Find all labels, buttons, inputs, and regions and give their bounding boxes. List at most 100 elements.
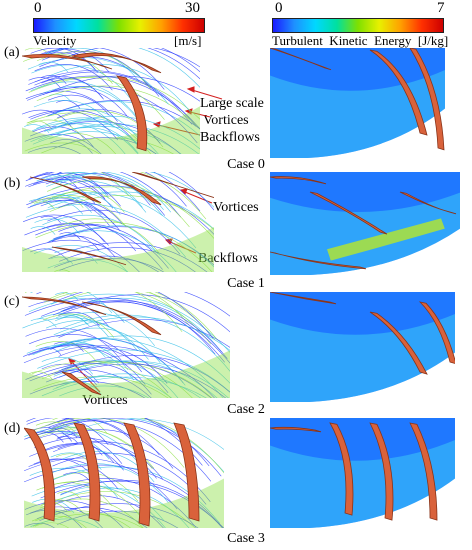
streamline xyxy=(59,172,214,211)
streamline xyxy=(29,381,146,398)
streamline xyxy=(24,500,124,528)
streamline xyxy=(28,371,53,380)
streamline xyxy=(30,292,113,314)
streamline xyxy=(32,338,224,398)
streamline xyxy=(37,194,92,213)
tke-mid-region xyxy=(270,440,455,528)
streamline xyxy=(29,192,197,249)
streamline xyxy=(34,71,193,125)
impeller-blade xyxy=(173,422,200,522)
streamline xyxy=(41,362,213,398)
streamline xyxy=(50,463,169,504)
impeller-blade xyxy=(131,172,214,199)
streamline xyxy=(36,117,159,154)
streamline xyxy=(47,226,214,266)
streamline xyxy=(23,345,215,398)
streamline xyxy=(28,199,53,208)
streamline xyxy=(56,218,160,254)
streamline xyxy=(31,361,171,398)
streamline xyxy=(30,109,140,147)
annotation-backflows-a: Backflows xyxy=(200,130,260,145)
streamline xyxy=(59,355,230,393)
panel-label-b: (b) xyxy=(4,176,21,191)
streamline xyxy=(28,110,119,141)
streamline xyxy=(28,345,146,385)
streamline xyxy=(28,299,110,328)
streamline xyxy=(39,503,199,528)
streamline xyxy=(40,215,61,224)
streamline xyxy=(30,48,96,70)
impeller-blade xyxy=(369,422,394,521)
velocity-field-case-1 xyxy=(22,172,214,272)
streamline xyxy=(56,172,187,207)
streamline xyxy=(22,109,72,127)
streamline xyxy=(47,179,190,228)
backflow-region xyxy=(22,106,200,154)
streamline xyxy=(56,100,81,109)
streamline xyxy=(47,94,110,116)
streamline xyxy=(36,292,214,339)
case-label-3: Case 3 xyxy=(227,531,265,546)
streamline xyxy=(43,313,115,338)
tke-field-case-3 xyxy=(270,418,455,528)
streamline xyxy=(24,522,55,528)
streamline xyxy=(25,178,114,209)
impeller-blade xyxy=(270,251,367,270)
annotation-vortices-a: Vortices xyxy=(203,113,249,128)
streamline xyxy=(54,312,156,346)
streamline xyxy=(47,259,128,272)
tke-high-region xyxy=(327,218,445,261)
streamline xyxy=(44,418,160,456)
impeller-blade xyxy=(418,301,455,364)
streamline xyxy=(62,292,190,326)
annotation-backflows-b: Backflows xyxy=(198,251,258,266)
streamline xyxy=(34,218,80,234)
streamline xyxy=(54,110,164,148)
streamline xyxy=(48,101,200,137)
streamline xyxy=(35,515,87,528)
streamline xyxy=(46,363,226,398)
impeller-blade xyxy=(369,49,428,136)
streamline xyxy=(28,458,119,490)
streamline xyxy=(61,487,190,528)
streamline xyxy=(30,126,182,154)
streamline xyxy=(33,100,114,128)
streamline xyxy=(36,85,200,130)
streamline xyxy=(33,375,169,398)
streamline xyxy=(63,472,91,482)
streamline xyxy=(57,491,82,500)
streamline xyxy=(29,334,142,373)
streamline xyxy=(58,202,123,224)
streamline xyxy=(30,506,103,528)
streamline xyxy=(56,429,174,469)
streamline xyxy=(50,75,200,102)
streamline xyxy=(25,90,118,122)
streamline xyxy=(54,269,71,272)
streamline xyxy=(44,201,84,215)
tke-mid-region xyxy=(270,192,460,275)
streamline xyxy=(39,56,160,97)
streamline xyxy=(37,433,103,456)
panel-label-c: (c) xyxy=(4,294,20,309)
streamline xyxy=(42,48,200,80)
backflow-region xyxy=(22,350,230,398)
streamline xyxy=(53,234,100,251)
impeller-blade xyxy=(22,296,107,316)
streamline xyxy=(31,195,127,227)
impeller-blade xyxy=(61,371,102,396)
streamline xyxy=(41,357,94,375)
tke-colorbar-min: 0 xyxy=(275,0,283,16)
streamline xyxy=(41,363,99,384)
streamline xyxy=(25,328,122,361)
streamline xyxy=(52,300,228,359)
streamline xyxy=(40,172,109,196)
streamline xyxy=(48,242,208,272)
streamline xyxy=(51,172,207,220)
streamline xyxy=(50,418,224,474)
streamline xyxy=(40,300,225,363)
impeller-blade xyxy=(309,191,388,235)
streamline xyxy=(34,64,113,91)
streamline xyxy=(52,180,147,213)
streamline xyxy=(54,249,98,264)
streamline xyxy=(25,203,186,258)
